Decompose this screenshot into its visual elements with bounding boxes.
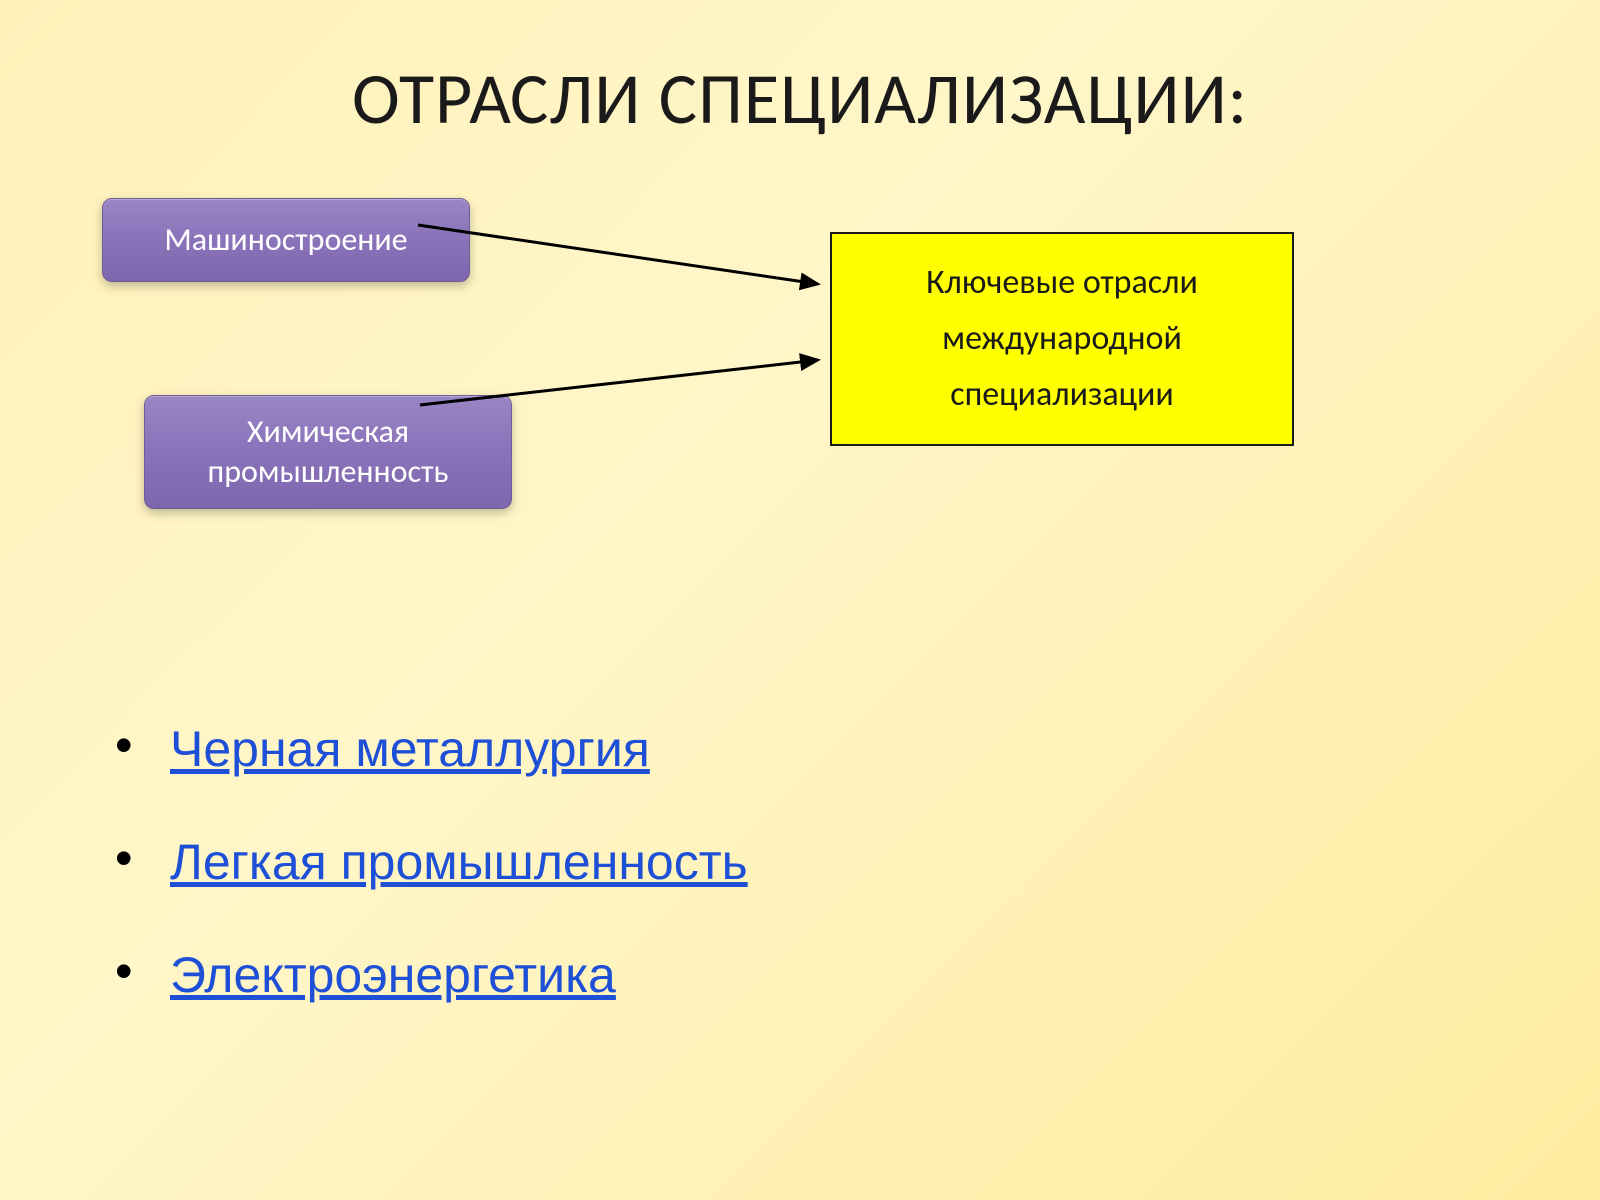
list-item: Легкая промышленность <box>115 833 748 891</box>
node-chemical: Химическая промышленность <box>144 395 512 509</box>
slide-title: ОТРАСЛИ СПЕЦИАЛИЗАЦИИ: <box>0 55 1600 143</box>
node-machinery: Машиностроение <box>102 198 470 282</box>
link-ferrous-metallurgy[interactable]: Черная металлургия <box>170 721 650 777</box>
node-key-industries-text: Ключевые отрасли международной специализ… <box>926 255 1198 423</box>
node-machinery-label: Машиностроение <box>164 220 407 260</box>
node-chemical-label: Химическая промышленность <box>163 412 493 492</box>
industry-link-list: Черная металлургия Легкая промышленность… <box>115 720 748 1059</box>
key-line1: Ключевые отрасли <box>926 262 1198 303</box>
list-item: Электроэнергетика <box>115 946 748 1004</box>
arrow-machinery-to-key <box>418 225 818 284</box>
slide: ОТРАСЛИ СПЕЦИАЛИЗАЦИИ: Машиностроение Хи… <box>0 0 1600 1200</box>
link-electric-power[interactable]: Электроэнергетика <box>170 947 616 1003</box>
node-key-industries: Ключевые отрасли международной специализ… <box>830 232 1294 446</box>
list-item: Черная металлургия <box>115 720 748 778</box>
key-line3: специализации <box>950 374 1174 415</box>
link-light-industry[interactable]: Легкая промышленность <box>170 834 748 890</box>
key-line2: международной <box>942 318 1182 359</box>
